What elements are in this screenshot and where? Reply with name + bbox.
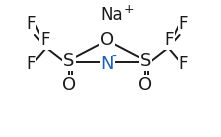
- Text: S: S: [63, 52, 75, 70]
- Text: F: F: [165, 31, 174, 49]
- Text: O: O: [100, 31, 114, 49]
- Text: O: O: [138, 76, 152, 94]
- Text: -: -: [111, 49, 116, 63]
- Text: F: F: [26, 55, 36, 73]
- Text: F: F: [40, 31, 50, 49]
- Text: F: F: [179, 55, 188, 73]
- Text: +: +: [124, 3, 134, 16]
- Text: F: F: [26, 15, 36, 33]
- Text: N: N: [101, 55, 114, 73]
- Text: O: O: [62, 76, 76, 94]
- Text: S: S: [140, 52, 151, 70]
- Text: Na: Na: [100, 6, 122, 24]
- Text: F: F: [179, 15, 188, 33]
